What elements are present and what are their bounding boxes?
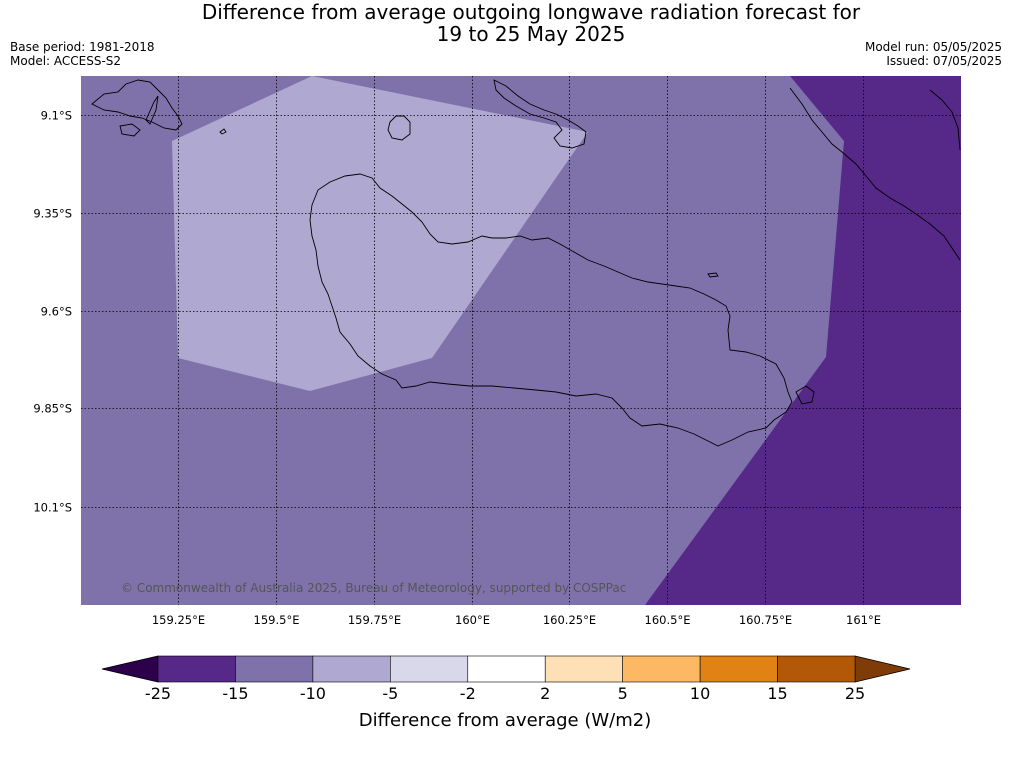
colorbar-label: 25 [845,684,865,703]
coastline-islet-east [795,385,815,405]
colorbar-segment [235,655,314,683]
lat-label: 10.1°S [33,501,72,515]
region-dark-anomaly [645,76,961,605]
graticule [81,76,961,605]
lon-label: 159.75°E [348,613,401,627]
lon-label: 160.25°E [543,613,596,627]
lon-label: 160.75°E [739,613,792,627]
colorbar-label: -5 [382,684,398,703]
model-label: Model: ACCESS-S2 [10,54,122,68]
coastline-island-main [309,173,793,447]
copyright-notice: © Commonwealth of Australia 2025, Bureau… [121,581,626,595]
model-run-label: Model run: 05/05/2025 [864,40,1002,54]
colorbar-segment [544,655,623,683]
colorbar-extend-low [101,655,159,683]
lat-label: 9.6°S [41,305,72,319]
colorbar-label: 10 [690,684,710,703]
colorbar-segment [777,655,856,683]
coastline-north-west [91,79,183,137]
colorbar-segment [699,655,778,683]
base-period-label: Base period: 1981-2018 [10,40,155,54]
lat-label: 9.85°S [33,402,72,416]
chart-title: Difference from average outgoing longwav… [0,1,1011,45]
title-line-2: 19 to 25 May 2025 [436,22,626,46]
meta-left: Base period: 1981-2018 Model: ACCESS-S2 [10,40,155,68]
coastline-north-central [493,79,587,149]
lon-label: 160°E [455,613,490,627]
colorbar-label: 2 [540,684,550,703]
coastline-tiny-islet [219,128,227,135]
issued-label: Issued: 07/05/2025 [886,54,1002,68]
lon-label: 159.25°E [152,613,205,627]
coastline-islet [707,272,719,278]
colorbar-segment [390,655,469,683]
map-panel: © Commonwealth of Australia 2025, Bureau… [81,76,961,605]
colorbar-label: 15 [767,684,787,703]
coastline-north-east [789,87,961,261]
colorbar-segment [467,655,546,683]
colorbar-label: 5 [618,684,628,703]
region-light-anomaly [172,76,588,391]
latitude-labels: 9.1°S 9.35°S 9.6°S 9.85°S 10.1°S [33,109,72,515]
colorbar-label: -25 [145,684,171,703]
coastlines [91,79,961,447]
colorbar-title: Difference from average (W/m2) [359,710,651,731]
colorbar-extend-high [854,655,911,683]
colorbar-label: -10 [300,684,326,703]
colorbar-segment [312,655,391,683]
colorbar: -25 -15 -10 -5 -2 2 5 10 15 25 Difference from av… [101,655,911,731]
colorbar-segment [622,655,701,683]
meta-right: Model run: 05/05/2025 Issued: 07/05/2025 [865,40,1002,68]
lat-label: 9.1°S [41,109,72,123]
lon-label: 159.5°E [254,613,300,627]
coastline-small-island [387,115,411,141]
colorbar-label: -15 [222,684,248,703]
title-line-1: Difference from average outgoing longwav… [201,0,861,24]
lon-label: 161°E [846,613,881,627]
longitude-labels: 159.25°E 159.5°E 159.75°E 160°E 160.25°E… [152,613,881,627]
lon-label: 160.5°E [645,613,691,627]
colorbar-label: -2 [460,684,476,703]
lat-label: 9.35°S [33,207,72,221]
colorbar-segment [157,655,236,683]
